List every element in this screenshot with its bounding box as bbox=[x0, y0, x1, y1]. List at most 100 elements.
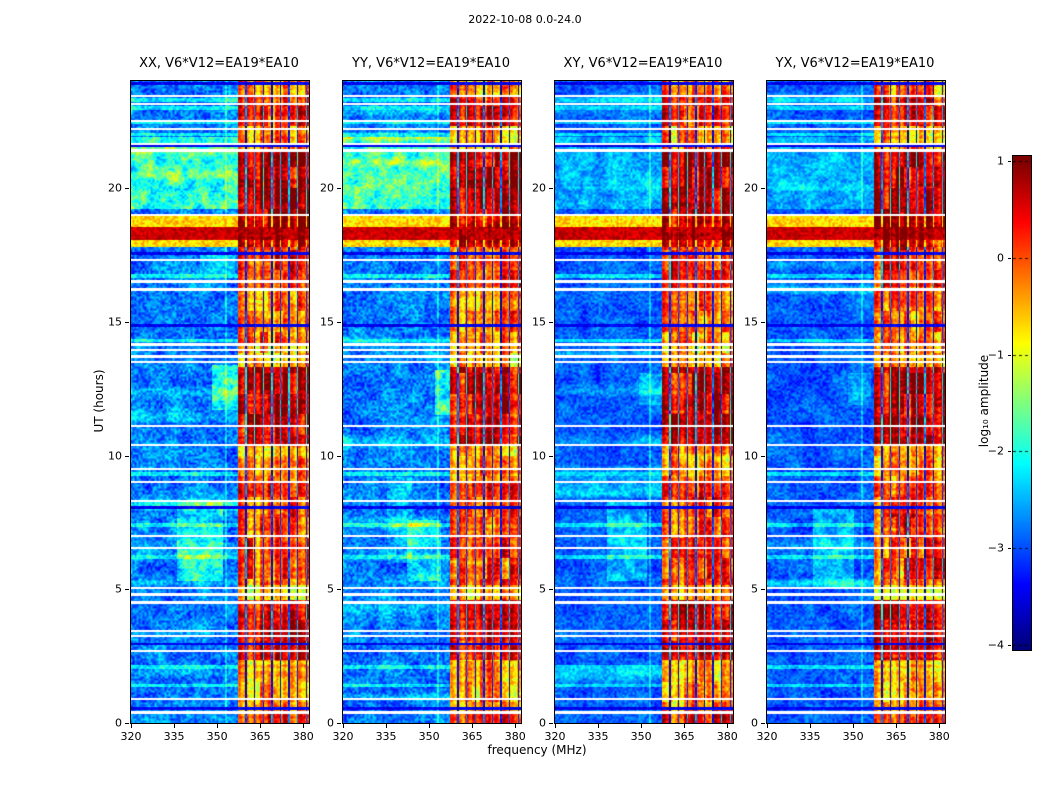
y-tick-mark bbox=[125, 589, 129, 591]
x-tick-label: 350 bbox=[206, 730, 228, 743]
x-tick-label: 335 bbox=[375, 730, 397, 743]
x-tick-label: 350 bbox=[842, 730, 864, 743]
y-tick-mark bbox=[125, 188, 129, 189]
y-tick-label: 15 bbox=[744, 315, 758, 329]
y-tick-mark bbox=[125, 321, 129, 323]
y-tick-label: 10 bbox=[320, 449, 334, 462]
y-tick-mark bbox=[549, 589, 553, 591]
y-tick-mark bbox=[549, 723, 553, 724]
colorbar-tick-mark bbox=[1008, 354, 1011, 356]
x-tick-mark bbox=[174, 724, 176, 728]
x-tick-label: 320 bbox=[544, 730, 566, 743]
colorbar-canvas bbox=[1012, 155, 1032, 651]
colorbar-tick-label: −4 bbox=[987, 638, 1004, 651]
y-tick-label: 15 bbox=[532, 315, 546, 329]
x-tick-mark bbox=[429, 724, 431, 728]
colorbar-tick-label: 1 bbox=[997, 154, 1004, 167]
y-tick-mark bbox=[549, 321, 553, 323]
colorbar-tick-mark bbox=[1008, 257, 1011, 259]
colorbar-tick-label: −2 bbox=[987, 444, 1004, 457]
x-tick-mark bbox=[684, 724, 686, 728]
spectrogram-canvas-xx bbox=[130, 80, 310, 724]
colorbar-tick-mark bbox=[1008, 450, 1011, 452]
y-tick-mark bbox=[337, 723, 341, 724]
x-tick-label: 335 bbox=[799, 730, 821, 743]
x-tick-mark bbox=[343, 724, 344, 728]
x-tick-mark bbox=[896, 724, 898, 728]
panel-title: YX, V6*V12=EA19*EA10 bbox=[775, 56, 935, 71]
y-tick-label: 10 bbox=[744, 449, 758, 462]
x-tick-mark bbox=[555, 724, 556, 728]
x-tick-mark bbox=[598, 724, 600, 728]
x-tick-label: 320 bbox=[332, 730, 354, 743]
colorbar-tick-mark bbox=[1008, 644, 1011, 646]
panel-title: YY, V6*V12=EA19*EA10 bbox=[352, 56, 510, 71]
y-tick-label: 5 bbox=[751, 582, 758, 596]
x-tick-mark bbox=[767, 724, 768, 728]
y-tick-mark bbox=[337, 321, 341, 323]
x-tick-label: 380 bbox=[504, 730, 526, 743]
x-tick-mark bbox=[727, 724, 729, 728]
x-tick-mark bbox=[810, 724, 812, 728]
colorbar-tick-mark bbox=[1008, 547, 1011, 549]
x-tick-mark bbox=[131, 724, 132, 728]
spectrogram-canvas-yy bbox=[342, 80, 522, 724]
x-tick-mark bbox=[472, 724, 474, 728]
x-tick-mark bbox=[260, 724, 262, 728]
y-tick-mark bbox=[761, 455, 765, 457]
colorbar-tick-mark bbox=[1008, 160, 1011, 162]
y-tick-label: 0 bbox=[327, 716, 334, 730]
y-tick-label: 20 bbox=[744, 181, 758, 195]
y-tick-mark bbox=[761, 321, 765, 323]
y-tick-label: 20 bbox=[108, 181, 122, 195]
y-tick-mark bbox=[761, 589, 765, 591]
y-tick-mark bbox=[549, 188, 553, 189]
x-tick-label: 350 bbox=[630, 730, 652, 743]
x-tick-label: 380 bbox=[716, 730, 738, 743]
y-tick-label: 0 bbox=[539, 716, 546, 730]
figure-title: 2022-10-08 0.0-24.0 bbox=[468, 13, 582, 26]
x-tick-mark bbox=[303, 724, 305, 728]
y-tick-mark bbox=[761, 723, 765, 724]
x-tick-label: 335 bbox=[587, 730, 609, 743]
panel-title: XY, V6*V12=EA19*EA10 bbox=[563, 56, 723, 71]
y-axis-label: UT (hours) bbox=[92, 369, 106, 433]
x-tick-label: 350 bbox=[418, 730, 440, 743]
colorbar-tick-label: 0 bbox=[997, 251, 1004, 264]
x-tick-label: 335 bbox=[163, 730, 185, 743]
x-tick-mark bbox=[853, 724, 855, 728]
x-tick-mark bbox=[939, 724, 941, 728]
y-tick-mark bbox=[125, 455, 129, 457]
x-tick-label: 365 bbox=[461, 730, 483, 743]
colorbar-label: log₁₀ amplitude bbox=[977, 354, 991, 448]
spectrogram-canvas-yx bbox=[766, 80, 946, 724]
x-tick-label: 365 bbox=[249, 730, 271, 743]
panel-title: XX, V6*V12=EA19*EA10 bbox=[139, 56, 299, 71]
x-tick-mark bbox=[641, 724, 643, 728]
y-tick-label: 5 bbox=[327, 582, 334, 596]
y-tick-mark bbox=[125, 723, 129, 724]
colorbar-tick-label: −3 bbox=[987, 541, 1004, 554]
x-tick-label: 365 bbox=[673, 730, 695, 743]
y-tick-mark bbox=[337, 455, 341, 457]
x-tick-mark bbox=[217, 724, 219, 728]
x-tick-label: 365 bbox=[885, 730, 907, 743]
y-tick-mark bbox=[337, 589, 341, 591]
y-tick-label: 15 bbox=[108, 315, 122, 329]
y-tick-label: 15 bbox=[320, 315, 334, 329]
y-tick-mark bbox=[337, 188, 341, 189]
x-tick-mark bbox=[386, 724, 388, 728]
x-tick-mark bbox=[515, 724, 517, 728]
x-tick-label: 380 bbox=[292, 730, 314, 743]
x-axis-label: frequency (MHz) bbox=[487, 743, 587, 757]
y-tick-label: 5 bbox=[539, 582, 546, 596]
y-tick-label: 10 bbox=[108, 449, 122, 462]
x-tick-label: 320 bbox=[756, 730, 778, 743]
y-tick-label: 20 bbox=[320, 181, 334, 195]
y-tick-label: 20 bbox=[532, 181, 546, 195]
y-tick-label: 0 bbox=[115, 716, 122, 730]
y-tick-mark bbox=[761, 188, 765, 189]
spectrogram-canvas-xy bbox=[554, 80, 734, 724]
colorbar-tick-label: −1 bbox=[987, 348, 1004, 361]
